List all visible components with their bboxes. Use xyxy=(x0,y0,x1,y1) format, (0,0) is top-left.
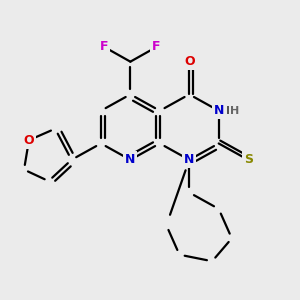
Text: H: H xyxy=(230,106,240,116)
Text: F: F xyxy=(100,40,108,53)
Text: N: N xyxy=(184,153,194,166)
Text: S: S xyxy=(244,153,253,166)
Text: O: O xyxy=(24,134,34,147)
Text: N: N xyxy=(214,104,224,117)
Text: F: F xyxy=(152,40,161,53)
Text: N: N xyxy=(125,153,136,166)
Text: N: N xyxy=(214,104,224,117)
Text: H: H xyxy=(226,106,235,116)
Text: O: O xyxy=(184,55,195,68)
